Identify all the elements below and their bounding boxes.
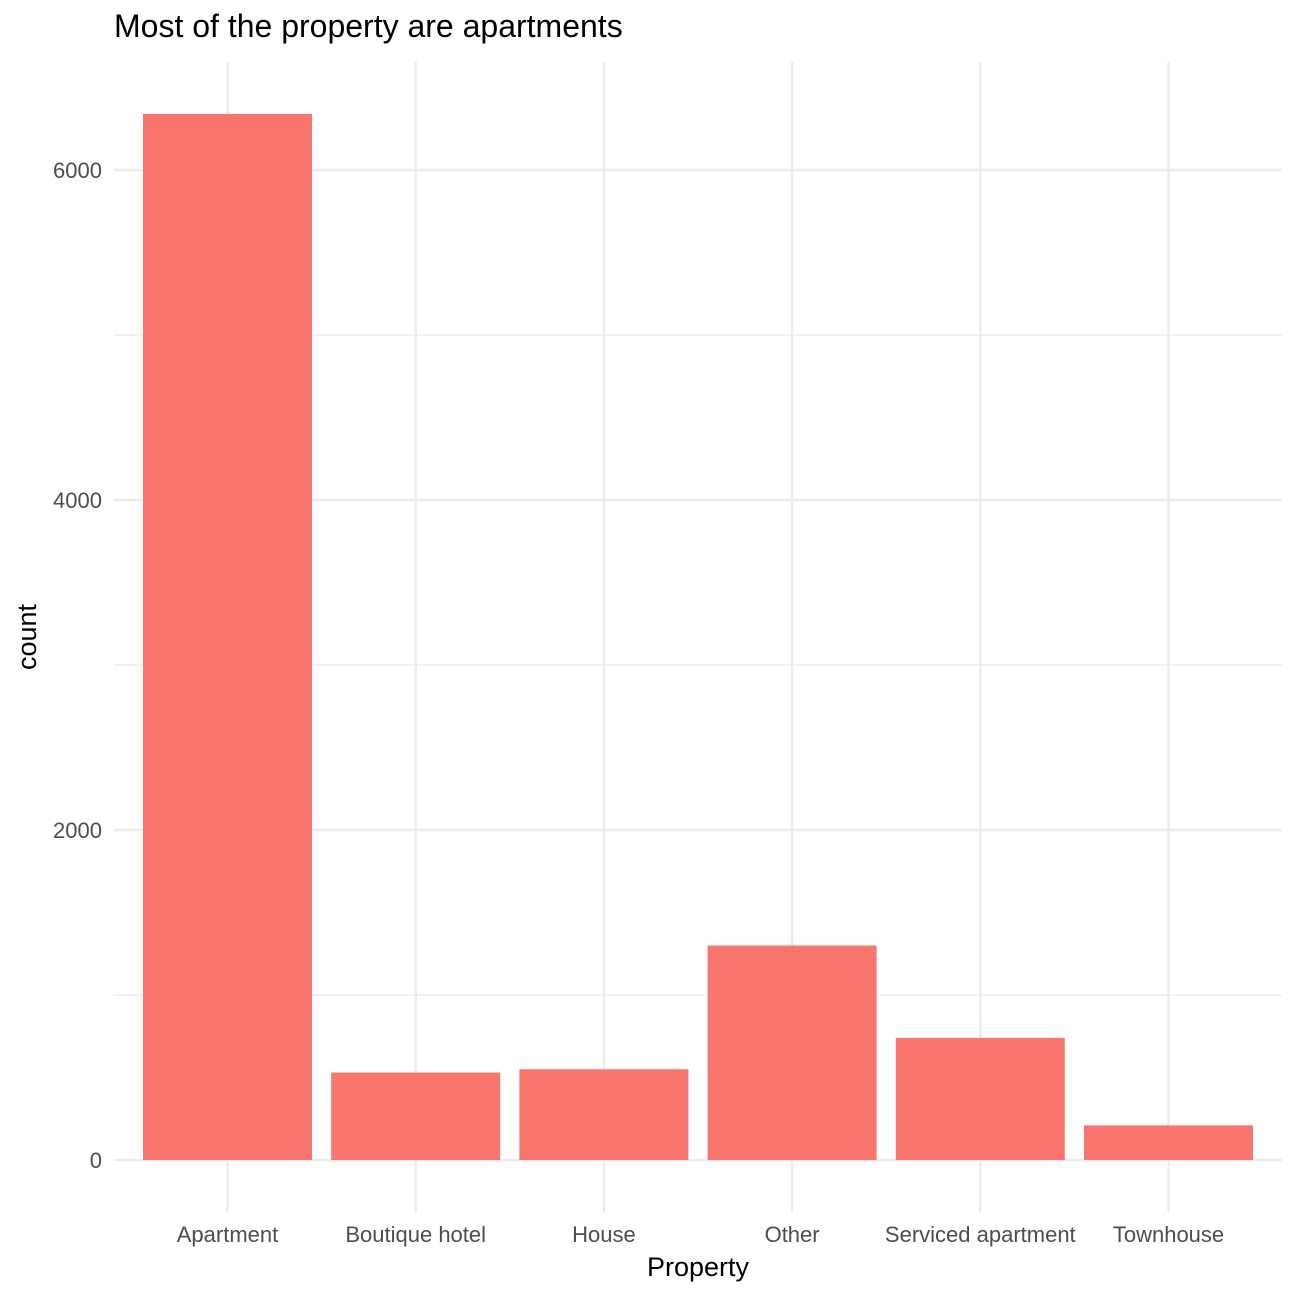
y-tick-label: 6000 xyxy=(53,158,102,183)
x-axis-title: Property xyxy=(647,1252,750,1282)
y-tick-label: 0 xyxy=(90,1148,102,1173)
x-tick-label: Townhouse xyxy=(1113,1222,1224,1247)
y-tick-labels: 0 2000 4000 6000 xyxy=(53,158,102,1173)
bar xyxy=(1084,1125,1253,1160)
bar xyxy=(707,945,877,1160)
bar xyxy=(331,1072,501,1160)
x-tick-label: Boutique hotel xyxy=(345,1222,486,1247)
bar xyxy=(519,1069,689,1160)
x-tick-label: Serviced apartment xyxy=(885,1222,1076,1247)
bar xyxy=(895,1037,1065,1160)
x-tick-labels: Apartment Boutique hotel House Other Service… xyxy=(177,1222,1224,1247)
bars xyxy=(143,113,1253,1160)
x-tick-label: House xyxy=(572,1222,636,1247)
x-tick-label: Apartment xyxy=(177,1222,279,1247)
y-axis-title: count xyxy=(12,603,42,670)
bar xyxy=(143,113,312,1160)
y-tick-label: 4000 xyxy=(53,488,102,513)
chart-title: Most of the property are apartments xyxy=(114,8,623,44)
x-tick-label: Other xyxy=(765,1222,820,1247)
y-tick-label: 2000 xyxy=(53,818,102,843)
